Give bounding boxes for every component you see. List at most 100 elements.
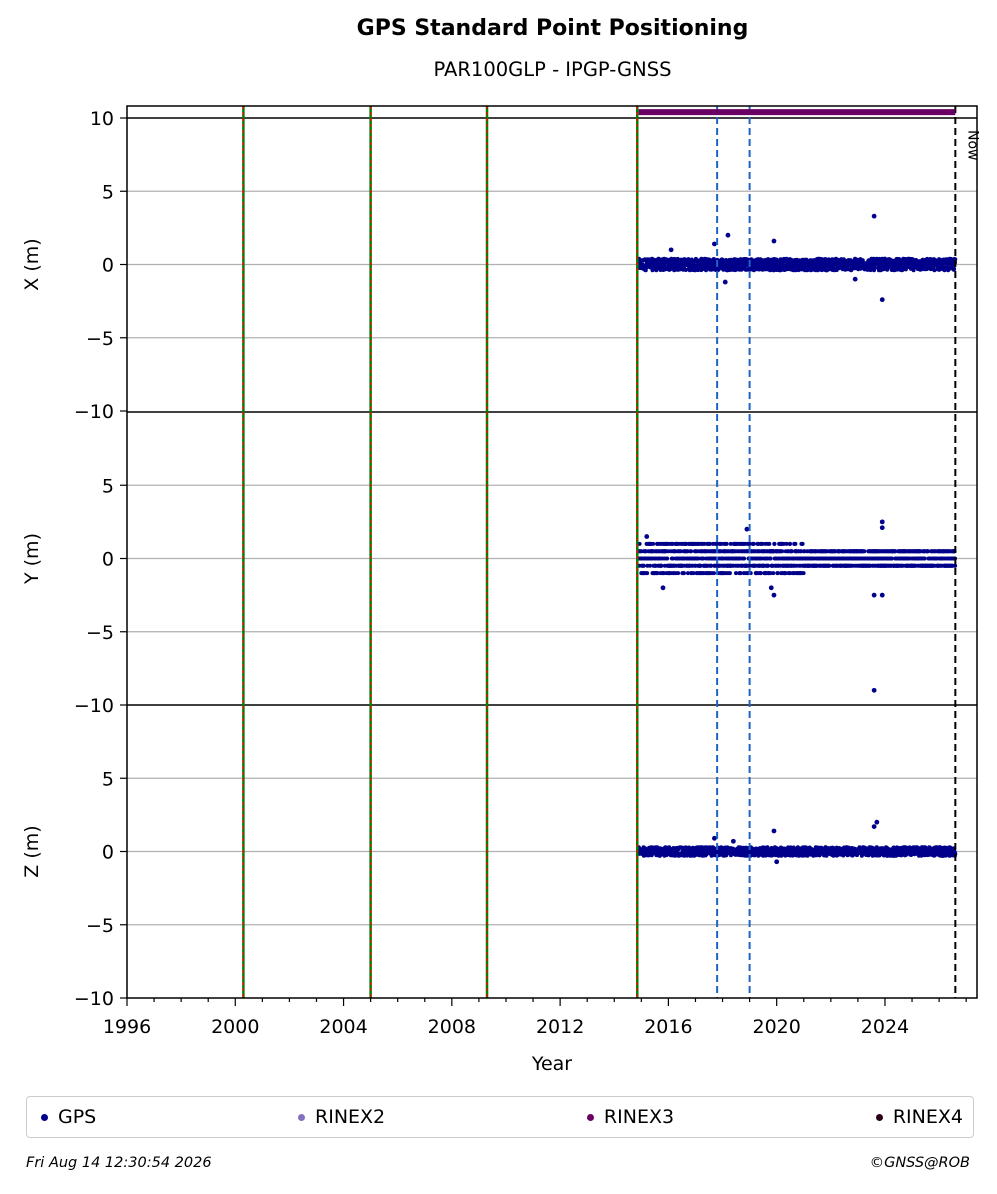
gps-point bbox=[747, 541, 752, 546]
footer-timestamp: Fri Aug 14 12:30:54 2026 bbox=[26, 1155, 212, 1171]
gps-outlier-point bbox=[852, 276, 858, 282]
gps-outlier-point bbox=[871, 824, 877, 829]
gps-point bbox=[760, 541, 765, 546]
gps-outlier-point bbox=[730, 838, 736, 844]
x-tick-label: 2024 bbox=[861, 1016, 909, 1038]
gps-point bbox=[800, 541, 805, 546]
gps-point bbox=[645, 571, 650, 576]
gps-point bbox=[952, 267, 957, 271]
gps-outlier-point bbox=[874, 819, 880, 825]
gps-point bbox=[825, 268, 830, 273]
gps-outlier-point bbox=[771, 828, 777, 834]
gps-point bbox=[742, 556, 747, 561]
x-tick-label: 2004 bbox=[319, 1016, 367, 1038]
y-tick-label: −10 bbox=[74, 401, 114, 423]
gps-outlier-point bbox=[871, 592, 877, 598]
legend-marker-rinex4 bbox=[875, 1113, 883, 1121]
gps-point bbox=[784, 541, 789, 546]
gps-point bbox=[678, 549, 683, 554]
gps-outlier-point bbox=[660, 585, 666, 591]
gps-outlier-point bbox=[871, 213, 877, 219]
gps-point bbox=[665, 556, 670, 561]
gps-point bbox=[707, 541, 712, 546]
gps-point bbox=[724, 541, 729, 546]
gps-point bbox=[698, 563, 703, 568]
y-tick-label: −5 bbox=[86, 622, 114, 644]
gps-outlier-point bbox=[771, 238, 777, 244]
gps-outlier-point bbox=[879, 525, 885, 531]
gps-point bbox=[827, 563, 832, 568]
gps-point bbox=[751, 541, 756, 546]
gps-point bbox=[682, 571, 686, 576]
gps-point bbox=[788, 541, 792, 546]
legend-item-rinex2: RINEX2 bbox=[298, 1106, 385, 1128]
legend-label-gps: GPS bbox=[58, 1106, 97, 1128]
legend-label-rinex3: RINEX3 bbox=[603, 1106, 675, 1128]
x-tick-label: 2020 bbox=[753, 1016, 801, 1038]
y-tick-label: 0 bbox=[102, 549, 114, 571]
gps-point bbox=[768, 571, 773, 576]
gps-point bbox=[658, 268, 663, 272]
y-axis-label: Z (m) bbox=[21, 825, 43, 877]
gps-position-chart: 10 5 0 −5 −10 X (m) 5 0 −5 −10 Y (m) 5 0 −5 −10 Z (m) No… bbox=[21, 105, 980, 1075]
legend-label-rinex2: RINEX2 bbox=[315, 1106, 386, 1128]
gps-outlier-point bbox=[774, 859, 780, 865]
gps-point bbox=[872, 266, 877, 271]
x-tick-label: 2008 bbox=[428, 1016, 476, 1038]
gps-point bbox=[701, 556, 706, 561]
gps-point bbox=[893, 549, 898, 554]
gps-outlier-point bbox=[668, 247, 674, 253]
y-tick-label: −10 bbox=[74, 988, 114, 1010]
legend-marker-gps bbox=[41, 1113, 48, 1121]
gps-outlier-point bbox=[722, 279, 728, 285]
gps-point bbox=[648, 563, 652, 568]
gps-point bbox=[691, 571, 696, 576]
y-tick-label: −5 bbox=[86, 915, 114, 937]
gps-point bbox=[641, 563, 646, 568]
gps-point bbox=[922, 556, 927, 561]
legend-marker-rinex3 bbox=[586, 1113, 594, 1121]
y-tick-label: 5 bbox=[102, 181, 114, 203]
gps-point bbox=[671, 556, 675, 561]
gps-point bbox=[670, 541, 675, 546]
gps-point bbox=[651, 541, 656, 546]
chart-subtitle: PAR100GLP - IPGP-GNSS bbox=[433, 58, 672, 81]
gps-point bbox=[771, 571, 776, 576]
gps-point bbox=[659, 563, 664, 568]
gps-outlier-point bbox=[744, 526, 750, 532]
gps-point bbox=[789, 549, 794, 554]
gps-point bbox=[728, 541, 733, 546]
gps-outlier-point bbox=[725, 232, 731, 238]
gps-point bbox=[781, 541, 786, 546]
y-tick-label: −10 bbox=[74, 695, 114, 717]
gps-point bbox=[766, 563, 771, 568]
gps-point bbox=[767, 541, 772, 546]
gps-point bbox=[712, 571, 716, 576]
gps-series-panel-3 bbox=[636, 845, 958, 858]
y-axis-label: X (m) bbox=[21, 238, 43, 290]
gps-point bbox=[793, 541, 798, 546]
gps-point bbox=[775, 571, 780, 576]
gps-outlier-point bbox=[879, 592, 885, 598]
gps-point bbox=[947, 266, 952, 271]
gps-point bbox=[738, 571, 743, 576]
gps-point bbox=[676, 571, 681, 576]
now-label: Now bbox=[964, 130, 980, 161]
gps-point bbox=[696, 556, 701, 561]
legend-label-rinex4: RINEX4 bbox=[892, 1106, 963, 1128]
x-tick-label: 2012 bbox=[536, 1016, 584, 1038]
gps-point bbox=[932, 268, 937, 273]
gps-point bbox=[686, 571, 690, 576]
legend-marker-rinex2 bbox=[298, 1113, 306, 1121]
gps-point bbox=[780, 549, 785, 554]
gps-point bbox=[768, 556, 773, 561]
gps-point bbox=[926, 549, 931, 554]
y-tick-label: 0 bbox=[102, 255, 114, 277]
x-tick-label: 2000 bbox=[211, 1016, 259, 1038]
gps-point bbox=[890, 556, 894, 561]
x-axis-label: Year bbox=[531, 1053, 572, 1075]
gps-series-panel-1 bbox=[636, 256, 958, 273]
gps-point bbox=[637, 541, 642, 546]
gps-point bbox=[783, 571, 788, 576]
footer-credit: ©GNSS@ROB bbox=[869, 1155, 970, 1171]
